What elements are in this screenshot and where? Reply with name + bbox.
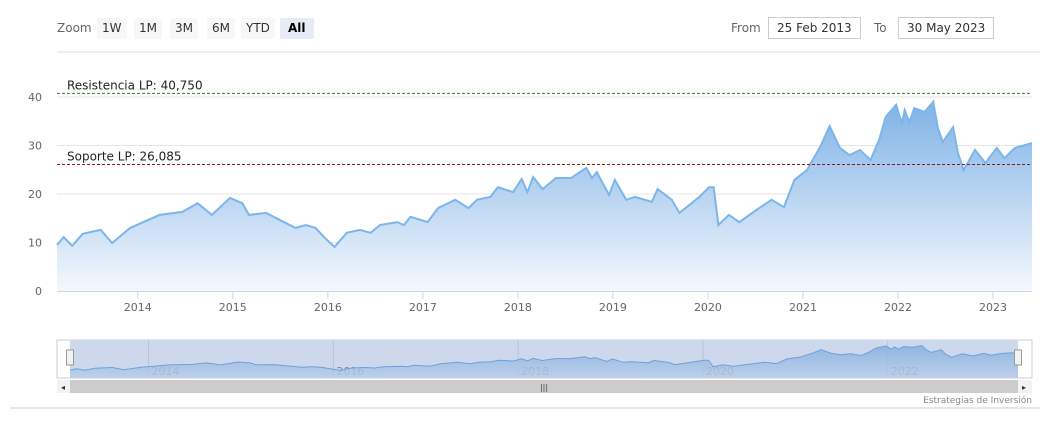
zoom-3m-button[interactable]: 3M (170, 18, 198, 39)
y-tick-label: 0 (35, 285, 42, 298)
y-tick-label: 20 (28, 188, 42, 201)
x-tick-label: 2017 (409, 301, 437, 314)
credits: Estrategias de Inversión (923, 395, 1032, 406)
zoom-label: Zoom (57, 21, 92, 35)
from-date-input[interactable]: 25 Feb 2013 (768, 17, 861, 39)
to-label: To (874, 21, 887, 35)
zoom-1m-button[interactable]: 1M (134, 18, 162, 39)
series-area (57, 101, 1032, 291)
x-tick-label: 2014 (124, 301, 152, 314)
to-date-input[interactable]: 30 May 2023 (898, 17, 995, 39)
navigator[interactable]: 20142016201820202022|||◂▸ (56, 339, 1033, 393)
resistance-label: Resistencia LP: 40,750 (67, 78, 203, 92)
y-tick-label: 10 (28, 237, 42, 250)
x-tick-label: 2023 (979, 301, 1007, 314)
scrollbar-grip-icon: ||| (540, 383, 548, 392)
zoom-6m-button[interactable]: 6M (207, 18, 235, 39)
zoom-1w-button[interactable]: 1W (97, 18, 127, 39)
x-tick-label: 2016 (314, 301, 342, 314)
x-tick-label: 2022 (884, 301, 912, 314)
zoom-ytd-button[interactable]: YTD (241, 18, 275, 39)
scrollbar-left-arrow-icon[interactable]: ◂ (61, 383, 65, 392)
scrollbar-thumb[interactable] (70, 380, 1018, 393)
scrollbar-right-arrow-icon[interactable]: ▸ (1022, 383, 1026, 392)
y-tick-label: 30 (28, 140, 42, 153)
navigator-line (69, 344, 1019, 371)
x-tick-label: 2019 (599, 301, 627, 314)
y-tick-label: 40 (28, 91, 42, 104)
series-line (56, 99, 1033, 249)
navigator-left-handle[interactable] (66, 349, 74, 366)
zoom-all-button[interactable]: All (280, 18, 314, 39)
from-label: From (731, 21, 761, 35)
support-label: Soporte LP: 26,085 (67, 149, 182, 163)
x-tick-label: 2015 (219, 301, 247, 314)
x-tick-label: 2021 (789, 301, 817, 314)
navigator-area (70, 345, 1018, 378)
x-tick-label: 2020 (694, 301, 722, 314)
x-tick-label: 2018 (504, 301, 532, 314)
navigator-right-handle[interactable] (1014, 349, 1022, 366)
